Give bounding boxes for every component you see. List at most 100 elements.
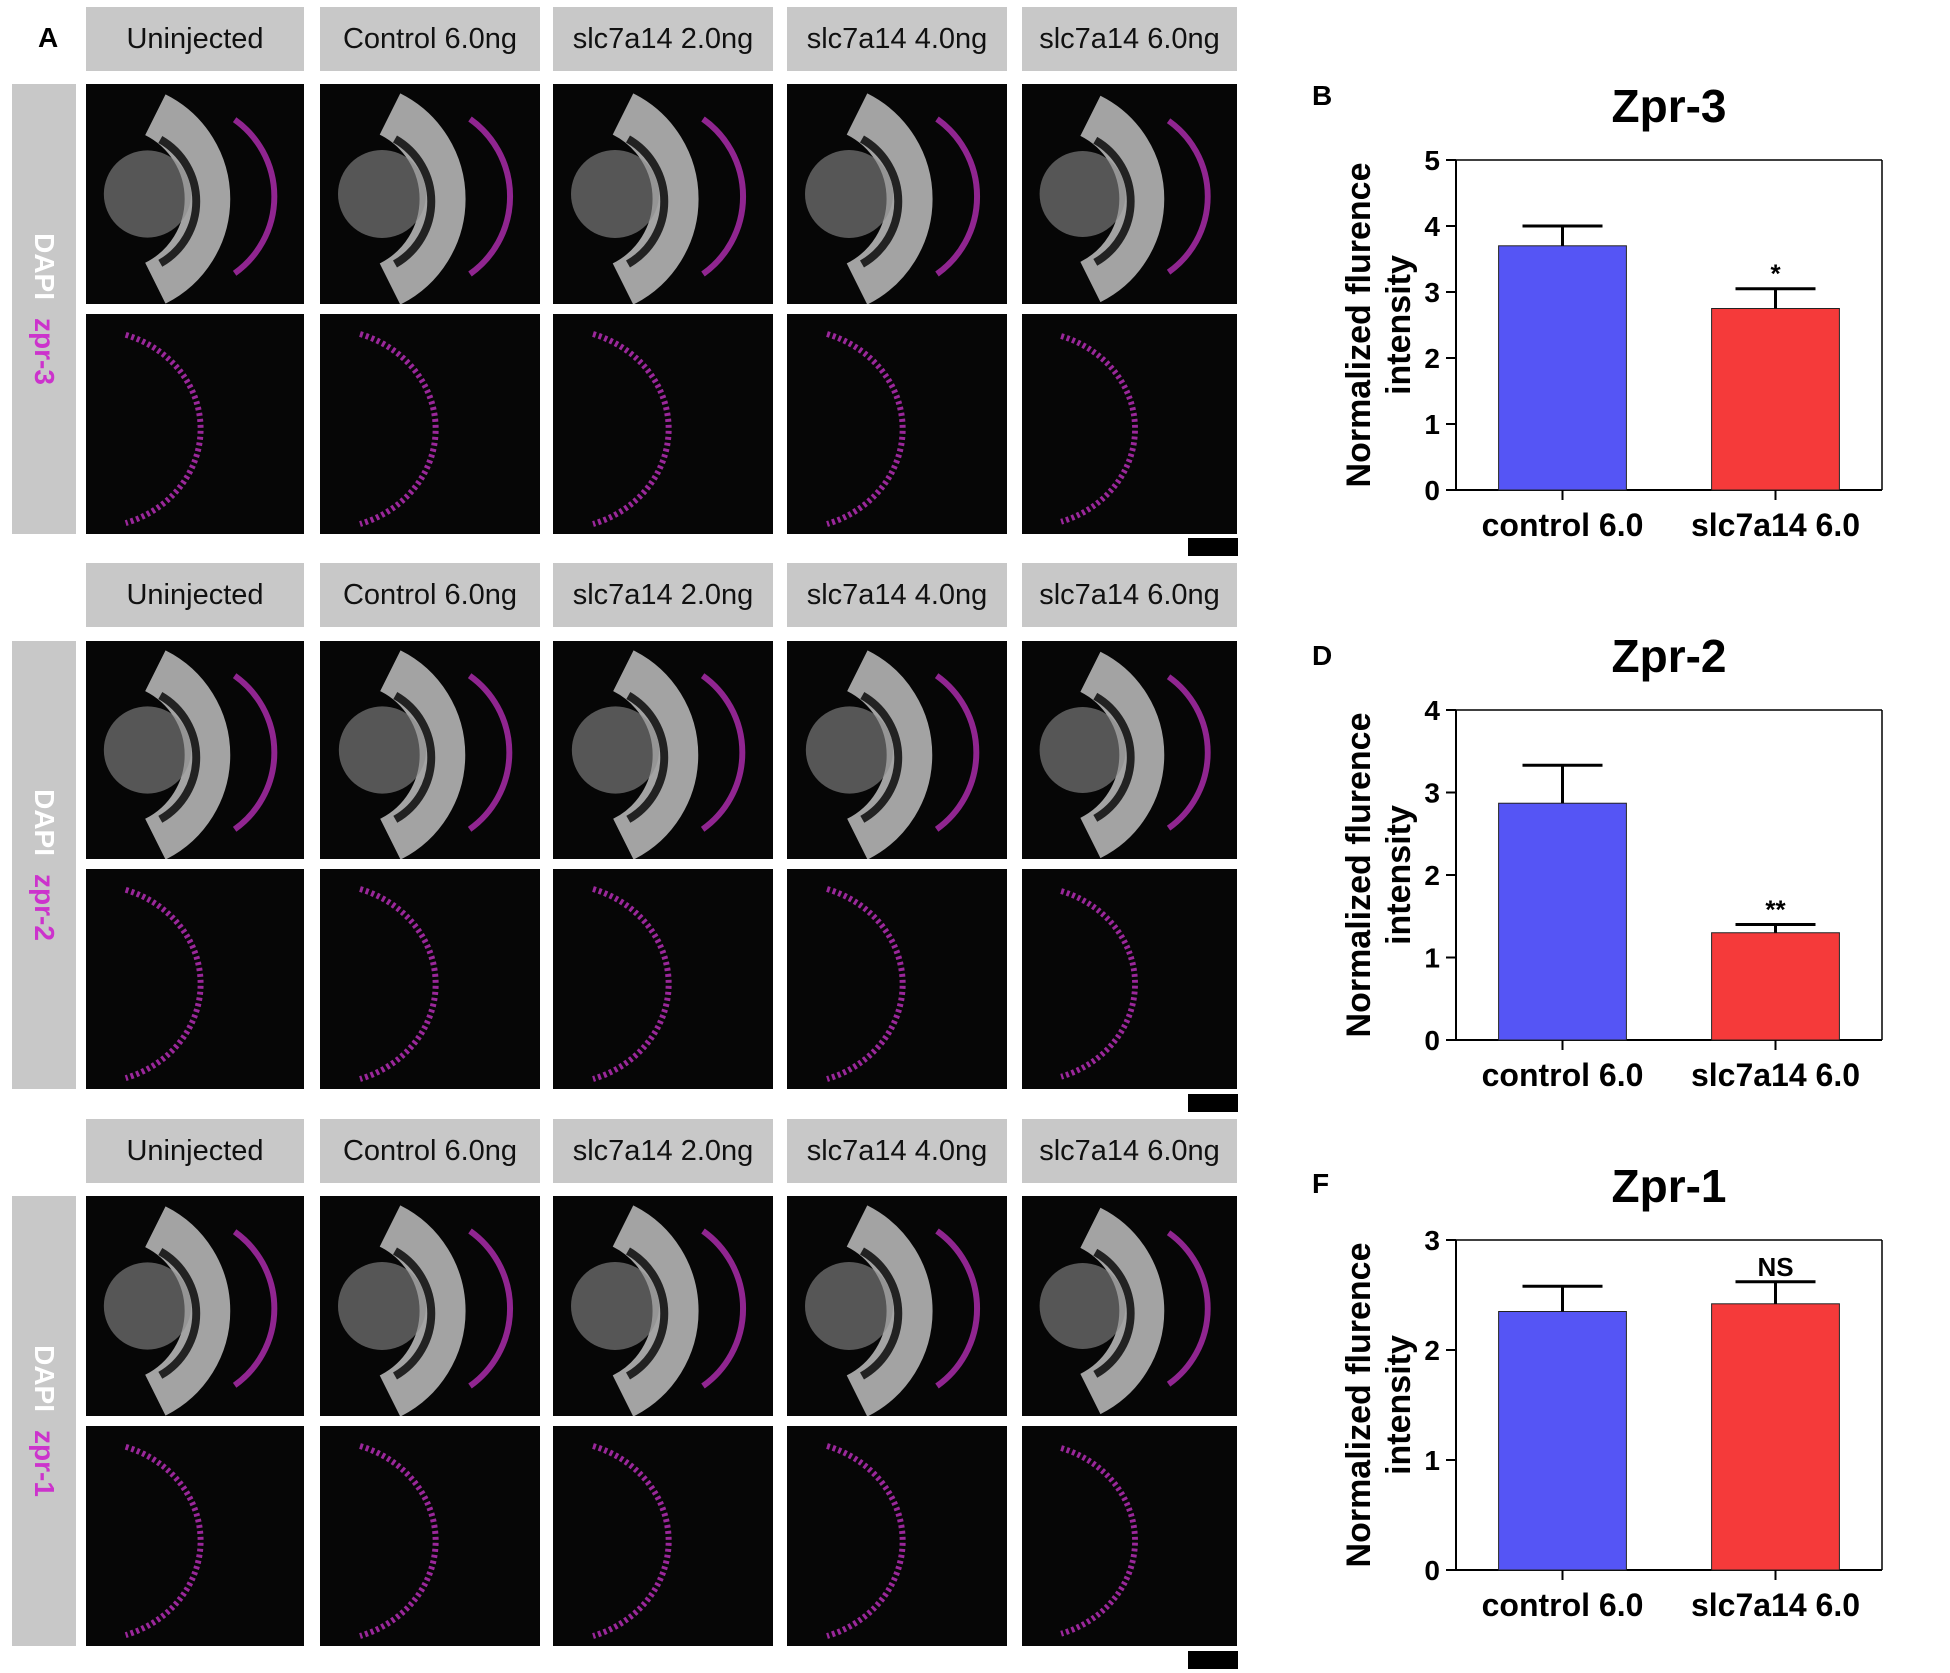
bar-chart-zpr1: Zpr-1 Normalized flurence intensity 0 1 2 3 con… bbox=[1340, 1160, 1883, 1623]
y-tick-label: 1 bbox=[1424, 1445, 1440, 1476]
micrograph-marker-uninjected-zpr3 bbox=[86, 314, 304, 534]
column-header-control: Control 6.0ng bbox=[320, 7, 540, 71]
column-header-uninjected: Uninjected bbox=[86, 1119, 304, 1183]
micrograph-merge-slc2-zpr2 bbox=[553, 641, 773, 859]
micrograph-merge-slc4-zpr3 bbox=[787, 84, 1007, 304]
significance-label: NS bbox=[1757, 1252, 1793, 1282]
micrograph-merge-slc4-zpr2 bbox=[787, 641, 1007, 859]
micrograph-merge-uninjected-zpr3 bbox=[86, 84, 304, 304]
micrograph-merge-uninjected-zpr2 bbox=[86, 641, 304, 859]
micrograph-merge-control-zpr3 bbox=[320, 84, 540, 304]
micrograph-marker-slc2-zpr1 bbox=[553, 1426, 773, 1646]
micrograph-merge-slc6-zpr3 bbox=[1022, 84, 1237, 304]
row-label-zpr3: DAPI zpr-3 bbox=[12, 84, 76, 534]
bar-chart-zpr2: Zpr-2 Normalized flurence intensity 0 1 2 3 4 co… bbox=[1340, 630, 1883, 1093]
bar bbox=[1498, 1311, 1627, 1571]
micrograph-merge-slc2-zpr3 bbox=[553, 84, 773, 304]
micrograph-marker-slc2-zpr3 bbox=[553, 314, 773, 534]
column-header-slc7a14-2: slc7a14 2.0ng bbox=[553, 1119, 773, 1183]
column-header-control: Control 6.0ng bbox=[320, 1119, 540, 1183]
y-axis-label: intensity bbox=[1380, 1335, 1418, 1475]
micrograph-marker-slc4-zpr2 bbox=[787, 869, 1007, 1089]
bar bbox=[1498, 802, 1627, 1041]
x-category-label: slc7a14 6.0 bbox=[1691, 1057, 1860, 1093]
micrograph-marker-uninjected-zpr1 bbox=[86, 1426, 304, 1646]
y-tick-label: 3 bbox=[1424, 778, 1440, 809]
micrograph-merge-control-zpr1 bbox=[320, 1196, 540, 1416]
y-axis-label: Normalized flurence bbox=[1340, 713, 1378, 1038]
column-header-slc7a14-2: slc7a14 2.0ng bbox=[553, 563, 773, 627]
y-tick-label: 2 bbox=[1424, 860, 1440, 891]
y-tick-label: 0 bbox=[1424, 475, 1440, 506]
micrograph-merge-control-zpr2 bbox=[320, 641, 540, 859]
column-header-slc7a14-6: slc7a14 6.0ng bbox=[1022, 7, 1237, 71]
chart-title: Zpr-1 bbox=[1612, 1160, 1727, 1212]
y-tick-label: 2 bbox=[1424, 343, 1440, 374]
y-tick-label: 5 bbox=[1424, 145, 1440, 176]
y-tick-label: 3 bbox=[1424, 1225, 1440, 1256]
micrograph-marker-slc6-zpr3 bbox=[1022, 314, 1237, 534]
bar bbox=[1711, 308, 1840, 491]
y-tick-label: 0 bbox=[1424, 1555, 1440, 1586]
column-header-control: Control 6.0ng bbox=[320, 563, 540, 627]
micrograph-marker-slc4-zpr1 bbox=[787, 1426, 1007, 1646]
marker-label: zpr-2 bbox=[29, 874, 60, 941]
micrograph-marker-slc6-zpr2 bbox=[1022, 869, 1237, 1089]
y-tick-label: 4 bbox=[1424, 211, 1440, 242]
column-header-slc7a14-6: slc7a14 6.0ng bbox=[1022, 563, 1237, 627]
scale-bar bbox=[1188, 1651, 1238, 1669]
bar bbox=[1711, 932, 1840, 1041]
micrograph-marker-control-zpr2 bbox=[320, 869, 540, 1089]
panel-letter-f: F bbox=[1312, 1168, 1330, 1199]
y-axis-label: Normalized flurence bbox=[1340, 1243, 1378, 1568]
row-label-zpr1: DAPI zpr-1 bbox=[12, 1196, 76, 1646]
micrograph-marker-slc6-zpr1 bbox=[1022, 1426, 1237, 1646]
significance-label: ** bbox=[1765, 895, 1786, 925]
y-axis-label: intensity bbox=[1380, 805, 1418, 945]
x-category-label: control 6.0 bbox=[1482, 1057, 1644, 1093]
chart-title: Zpr-2 bbox=[1612, 630, 1727, 682]
scale-bar bbox=[1188, 1094, 1238, 1112]
stain-label: DAPI bbox=[29, 1345, 60, 1412]
x-category-label: slc7a14 6.0 bbox=[1691, 1587, 1860, 1623]
micrograph-merge-slc6-zpr1 bbox=[1022, 1196, 1237, 1416]
panel-letter-b: B bbox=[1312, 80, 1333, 111]
column-header-uninjected: Uninjected bbox=[86, 7, 304, 71]
y-axis-label: intensity bbox=[1380, 255, 1418, 395]
y-axis-label: Normalized flurence bbox=[1340, 163, 1378, 488]
stain-label: DAPI bbox=[29, 233, 60, 300]
x-category-label: control 6.0 bbox=[1482, 1587, 1644, 1623]
y-tick-label: 1 bbox=[1424, 409, 1440, 440]
y-tick-label: 4 bbox=[1424, 695, 1440, 726]
micrograph-marker-slc4-zpr3 bbox=[787, 314, 1007, 534]
row-label-zpr2: DAPI zpr-2 bbox=[12, 641, 76, 1089]
micrograph-marker-control-zpr3 bbox=[320, 314, 540, 534]
micrograph-marker-slc2-zpr2 bbox=[553, 869, 773, 1089]
stain-label: DAPI bbox=[29, 789, 60, 856]
marker-label: zpr-1 bbox=[29, 1430, 60, 1497]
scale-bar bbox=[1188, 538, 1238, 556]
column-header-slc7a14-4: slc7a14 4.0ng bbox=[787, 7, 1007, 71]
x-category-label: slc7a14 6.0 bbox=[1691, 507, 1860, 543]
y-tick-label: 1 bbox=[1424, 943, 1440, 974]
bar bbox=[1711, 1303, 1840, 1571]
column-header-slc7a14-4: slc7a14 4.0ng bbox=[787, 563, 1007, 627]
micrograph-marker-control-zpr1 bbox=[320, 1426, 540, 1646]
panel-letter-d: D bbox=[1312, 640, 1333, 671]
micrograph-merge-slc4-zpr1 bbox=[787, 1196, 1007, 1416]
panel-letter-a: A bbox=[38, 22, 59, 53]
chart-title: Zpr-3 bbox=[1612, 80, 1727, 132]
column-header-slc7a14-2: slc7a14 2.0ng bbox=[553, 7, 773, 71]
y-tick-label: 3 bbox=[1424, 277, 1440, 308]
bar-chart-zpr3: Zpr-3 Normalized flurence intensity 0 1 2 3 4 5 c… bbox=[1340, 80, 1883, 543]
bar bbox=[1498, 245, 1627, 491]
column-header-slc7a14-4: slc7a14 4.0ng bbox=[787, 1119, 1007, 1183]
micrograph-merge-uninjected-zpr1 bbox=[86, 1196, 304, 1416]
y-tick-label: 2 bbox=[1424, 1335, 1440, 1366]
column-header-uninjected: Uninjected bbox=[86, 563, 304, 627]
micrograph-merge-slc6-zpr2 bbox=[1022, 641, 1237, 859]
y-tick-label: 0 bbox=[1424, 1025, 1440, 1056]
micrograph-merge-slc2-zpr1 bbox=[553, 1196, 773, 1416]
significance-label: * bbox=[1770, 259, 1781, 289]
micrograph-marker-uninjected-zpr2 bbox=[86, 869, 304, 1089]
